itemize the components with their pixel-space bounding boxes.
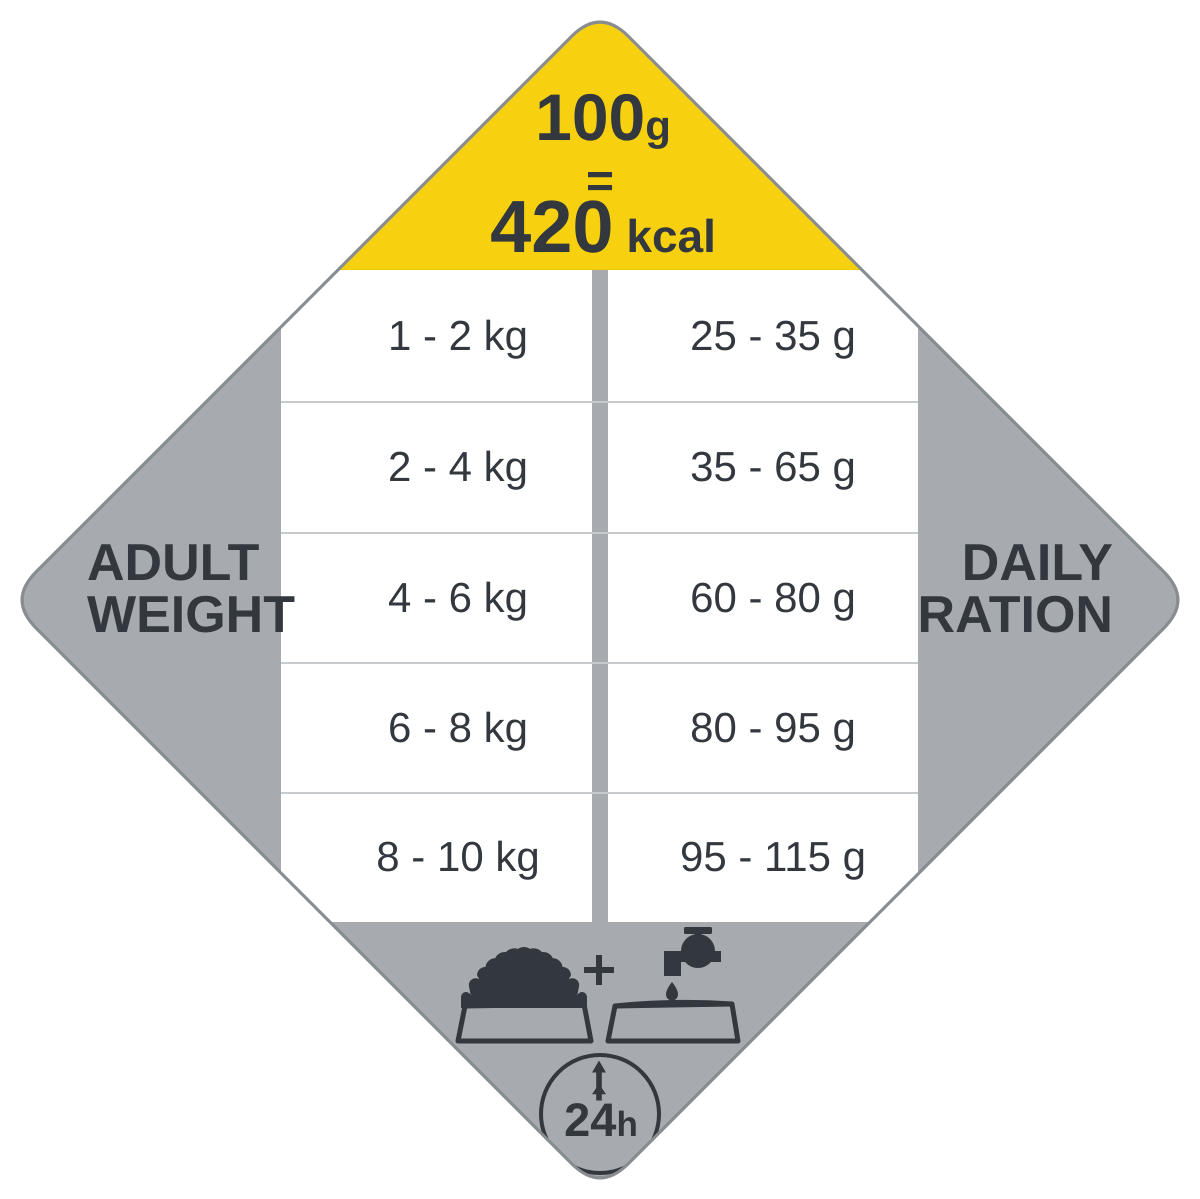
svg-text:8 - 10 kg: 8 - 10 kg bbox=[376, 833, 539, 880]
svg-text:1 - 2 kg: 1 - 2 kg bbox=[388, 312, 528, 359]
svg-text:RATION: RATION bbox=[918, 586, 1113, 644]
svg-text:WEIGHT: WEIGHT bbox=[87, 586, 295, 644]
svg-text:25 - 35 g: 25 - 35 g bbox=[690, 312, 856, 359]
svg-text:6 - 8 kg: 6 - 8 kg bbox=[388, 704, 528, 751]
svg-text:60 - 80 g: 60 - 80 g bbox=[690, 574, 856, 621]
svg-text:35 - 65 g: 35 - 65 g bbox=[690, 443, 856, 490]
svg-text:80 - 95 g: 80 - 95 g bbox=[690, 704, 856, 751]
svg-text:4 - 6 kg: 4 - 6 kg bbox=[388, 574, 528, 621]
svg-text:DAILY: DAILY bbox=[962, 534, 1113, 592]
svg-text:2 - 4 kg: 2 - 4 kg bbox=[388, 443, 528, 490]
svg-text:ADULT: ADULT bbox=[87, 534, 260, 592]
svg-text:95 - 115 g: 95 - 115 g bbox=[680, 833, 866, 880]
